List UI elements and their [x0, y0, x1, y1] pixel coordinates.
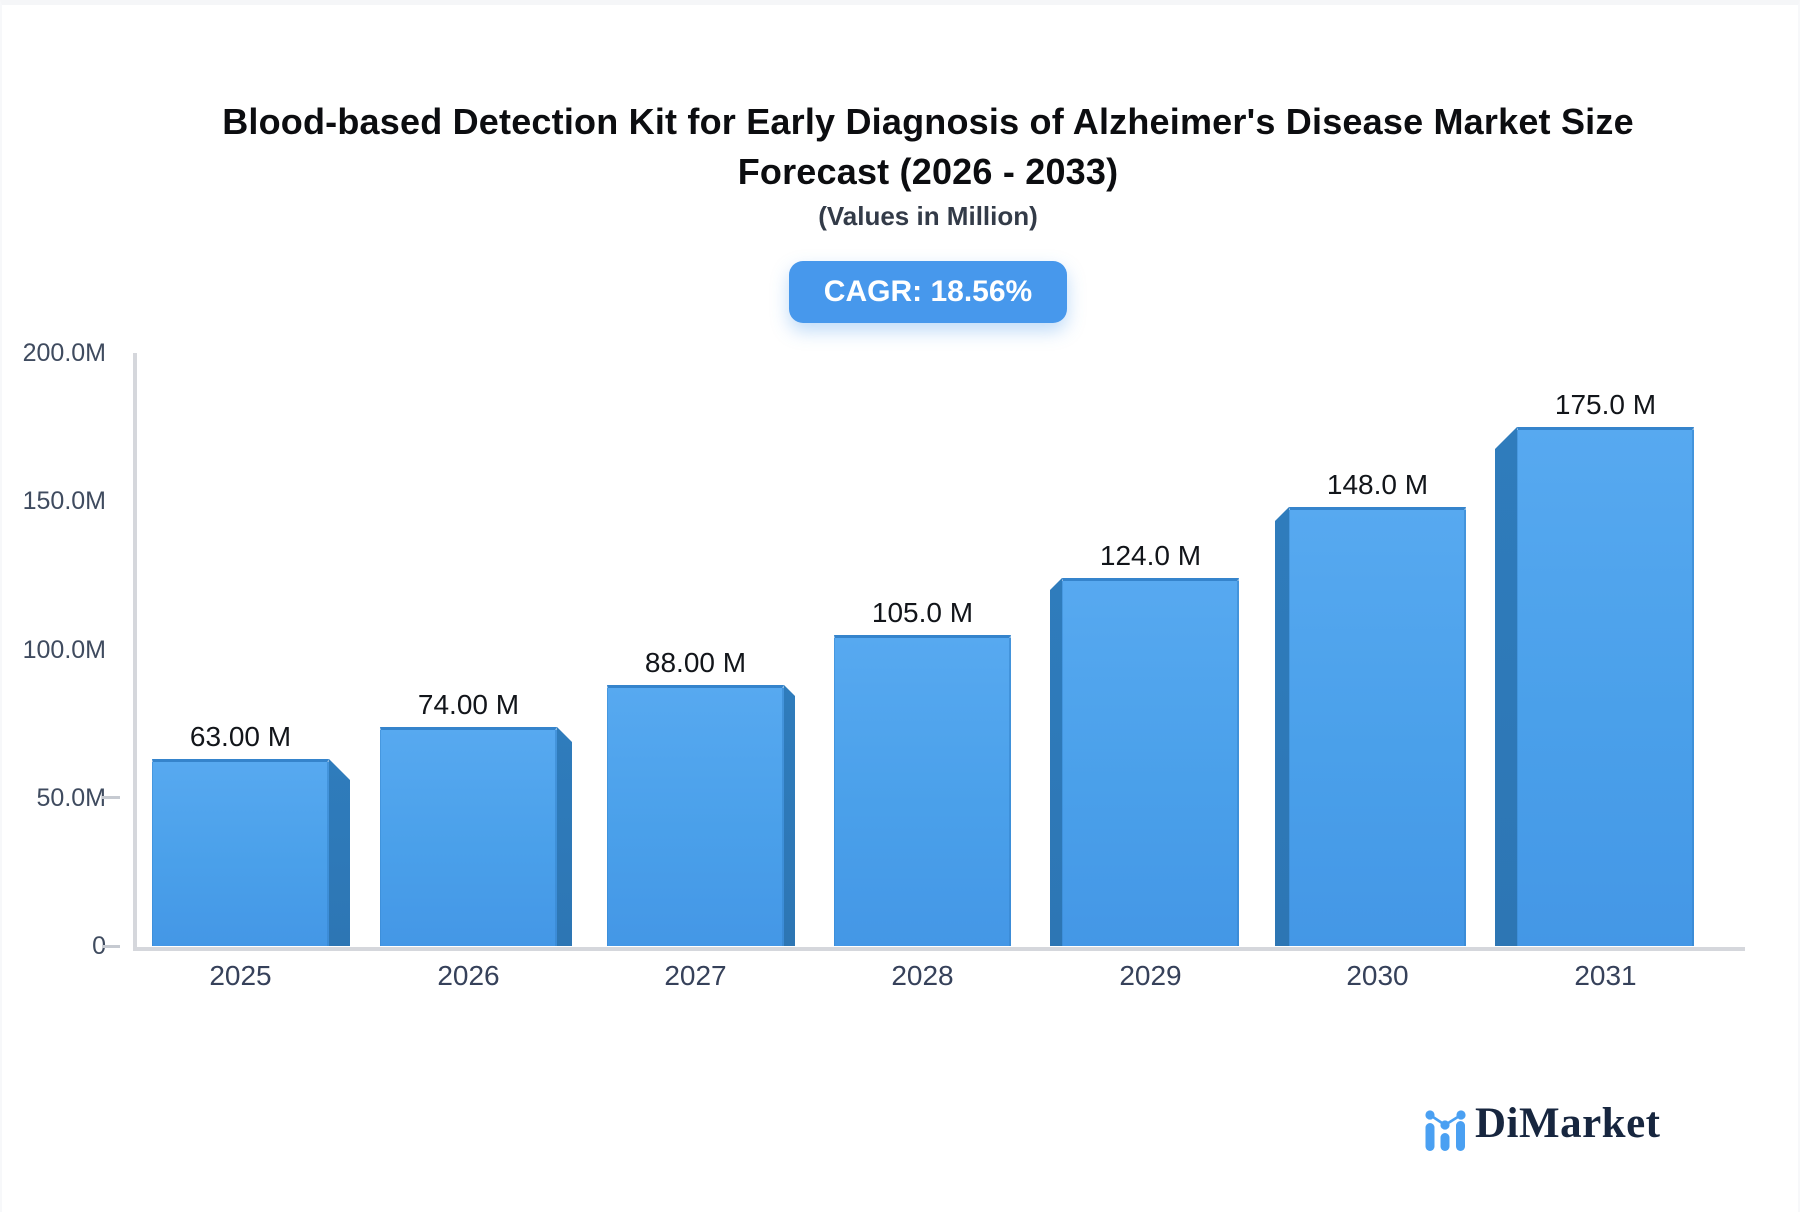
- x-axis-label-2028: 2028: [891, 960, 954, 991]
- bar-chart-plot: 200.0M 150.0M 100.0M 50.0M 0 63.00 M 2025 74.00…: [2, 5, 1798, 1212]
- cagr-badge-row: CAGR: 18.56%: [54, 261, 1798, 323]
- y-axis-label-50.0M: 50.0M: [36, 783, 106, 812]
- bar-value-label-2025: 63.00 M: [189, 721, 292, 752]
- chart-title: Blood-based Detection Kit for Early Diag…: [54, 97, 1798, 197]
- bar-face-2027: [607, 685, 784, 946]
- y-axis-label-150.0M: 150.0M: [22, 487, 106, 516]
- x-axis-label-2025: 2025: [209, 960, 272, 991]
- chart-title-line1: Blood-based Detection Kit for Early Diag…: [222, 101, 1634, 142]
- bar-value-label-2030: 148.0 M: [1326, 469, 1429, 500]
- x-axis-label-2027: 2027: [664, 960, 727, 991]
- y-axis-label-200.0M: 200.0M: [22, 339, 106, 367]
- bar-value-label-2026: 74.00 M: [417, 689, 520, 720]
- bar-3d-side-2029: [1050, 578, 1062, 946]
- x-axis-label-2031: 2031: [1574, 960, 1637, 991]
- y-axis-label-100.0M: 100.0M: [22, 635, 106, 664]
- bar-value-label-2029: 124.0 M: [1099, 540, 1202, 571]
- bar-line-chart-icon: [1425, 1110, 1466, 1151]
- bar-face-2029: [1062, 578, 1239, 946]
- dimarket-logo: DiMarket: [1422, 1100, 1722, 1161]
- y-axis-label-0: 0: [92, 932, 106, 960]
- bar-face-2031: [1517, 427, 1694, 946]
- bar-value-label-2028: 105.0 M: [871, 597, 974, 628]
- bar-face-2025: [152, 759, 329, 946]
- x-axis-label-2030: 2030: [1346, 960, 1409, 991]
- bar-face-2026: [380, 727, 557, 946]
- cagr-badge: CAGR: 18.56%: [788, 261, 1068, 323]
- chart-subtitle: (Values in Million): [818, 201, 1038, 231]
- bar-3d-side-2025: [329, 759, 350, 946]
- brand-name: DiMarket: [1475, 1100, 1661, 1147]
- bar-3d-side-2026: [557, 727, 572, 946]
- x-axis-label-2029: 2029: [1119, 960, 1182, 991]
- chart-title-line2: Forecast (2026 - 2033): [737, 151, 1119, 192]
- bar-value-label-2027: 88.00 M: [644, 647, 747, 678]
- bar-face-2028: [834, 635, 1011, 946]
- x-axis-line: [133, 947, 1745, 951]
- bar-3d-side-2031: [1495, 427, 1517, 946]
- y-axis-tick: [102, 944, 120, 948]
- bar-value-label-2031: 175.0 M: [1554, 389, 1657, 420]
- bar-3d-side-2027: [784, 685, 795, 946]
- bar-3d-side-2030: [1275, 507, 1289, 946]
- y-axis-tick: [102, 796, 120, 800]
- x-axis-label-2026: 2026: [437, 960, 500, 991]
- y-axis-line: [133, 353, 137, 950]
- bar-face-2030: [1289, 507, 1466, 946]
